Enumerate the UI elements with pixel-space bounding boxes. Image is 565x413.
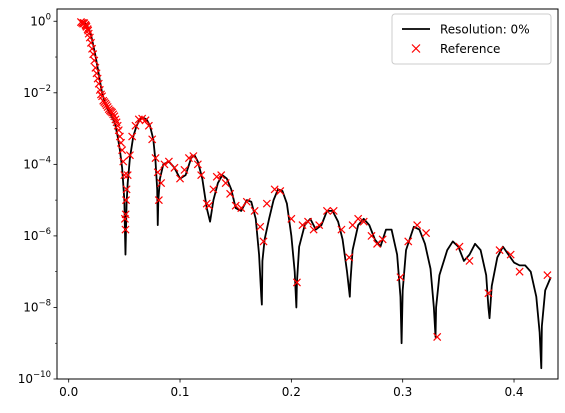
series-line-resolution xyxy=(79,20,552,370)
reference-point xyxy=(189,152,198,161)
y-tick-label: 10−4 xyxy=(23,155,51,171)
reference-point xyxy=(396,273,405,282)
reference-point xyxy=(226,189,235,198)
reference-point xyxy=(111,115,120,124)
reference-point xyxy=(144,121,153,130)
reference-point xyxy=(116,138,126,147)
reference-point xyxy=(465,256,474,265)
reference-point xyxy=(422,229,431,238)
reference-point xyxy=(359,217,368,226)
y-tick-label: 10−2 xyxy=(23,84,51,100)
reference-point xyxy=(345,253,354,262)
reference-point xyxy=(184,154,193,163)
plot-background xyxy=(57,9,558,379)
reference-point xyxy=(543,271,552,280)
reference-point xyxy=(94,79,103,88)
reference-point xyxy=(154,196,163,205)
reference-point xyxy=(114,126,123,135)
reference-point xyxy=(160,160,169,169)
y-tick-label: 10−10 xyxy=(18,370,51,386)
reference-point xyxy=(123,171,132,180)
plot-frame xyxy=(56,8,559,380)
reference-point xyxy=(354,214,363,223)
x-tick-label: 0.1 xyxy=(170,385,189,399)
reference-point xyxy=(455,242,464,251)
reference-point xyxy=(180,165,189,174)
reference-point xyxy=(329,206,338,215)
reference-point xyxy=(204,201,213,210)
reference-point xyxy=(373,239,382,248)
reference-point xyxy=(193,160,202,169)
reference-point xyxy=(292,278,301,287)
axes-layer: 0.0 0.1 0.2 0.3 0.4 100 10−2 10−4 10−6 10−8 10−10 xyxy=(18,12,524,399)
y-tick-label: 10−8 xyxy=(23,298,51,314)
reference-point xyxy=(315,221,324,230)
x-tick-label: 0.4 xyxy=(504,385,523,399)
reference-point xyxy=(84,26,93,35)
reference-point xyxy=(212,172,221,181)
x-tick-label: 0.0 xyxy=(59,385,78,399)
x-tick-label: 0.3 xyxy=(393,385,412,399)
reference-point xyxy=(131,121,140,130)
reference-point xyxy=(484,289,493,298)
reference-point xyxy=(103,103,112,112)
reference-point xyxy=(109,110,118,119)
reference-point xyxy=(242,197,251,206)
reference-point xyxy=(122,196,131,205)
reference-point xyxy=(122,185,131,194)
reference-point xyxy=(515,267,524,276)
reference-point xyxy=(89,50,98,59)
reference-point xyxy=(90,56,99,65)
reference-point xyxy=(250,206,259,215)
reference-point xyxy=(322,206,332,215)
legend-x-marker-icon xyxy=(411,44,421,53)
x-tick-label: 0.2 xyxy=(282,385,301,399)
reference-point xyxy=(118,146,127,155)
reference-point xyxy=(433,332,442,341)
reference-point xyxy=(495,246,504,255)
reference-point xyxy=(197,171,206,180)
reference-point xyxy=(115,132,124,141)
y-tick-label: 10−6 xyxy=(23,227,51,243)
reference-point xyxy=(256,222,265,231)
reference-point xyxy=(121,210,130,219)
y-tick-label: 100 xyxy=(30,12,51,28)
reference-point xyxy=(413,221,422,230)
reference-point xyxy=(287,214,296,223)
reference-point xyxy=(170,163,179,172)
reference-point xyxy=(270,185,279,194)
reference-point xyxy=(221,179,230,188)
reference-point xyxy=(404,237,413,246)
reference-point xyxy=(276,186,285,196)
reference-point xyxy=(151,154,160,163)
reference-point xyxy=(378,235,387,244)
reference-point xyxy=(262,199,271,208)
reference-point xyxy=(337,225,346,234)
reference-point xyxy=(157,179,166,188)
reference-point xyxy=(121,225,130,234)
reference-point xyxy=(153,168,162,177)
reference-point xyxy=(120,171,129,180)
reference-point xyxy=(259,237,268,246)
reference-point xyxy=(141,116,150,125)
reference-point xyxy=(175,174,185,183)
reference-point xyxy=(506,250,515,259)
reference-point xyxy=(231,201,240,210)
legend-box xyxy=(391,13,552,65)
reference-point xyxy=(217,171,226,180)
reference-point xyxy=(119,157,128,166)
legend: Resolution: 0% Reference xyxy=(391,13,552,65)
reference-point xyxy=(128,132,137,141)
series-layer xyxy=(76,18,552,370)
legend-label-resolution: Resolution: 0% xyxy=(440,23,530,37)
reference-point xyxy=(148,135,157,144)
reference-point xyxy=(125,151,134,160)
reference-point xyxy=(209,185,218,194)
reference-point xyxy=(309,225,318,234)
reference-point xyxy=(298,221,307,230)
legend-label-reference: Reference xyxy=(440,42,500,56)
reference-point xyxy=(367,231,376,240)
reference-point xyxy=(304,217,313,226)
